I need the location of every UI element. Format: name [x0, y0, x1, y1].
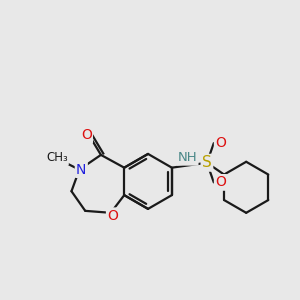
Text: O: O [81, 128, 92, 142]
Text: CH₃: CH₃ [46, 152, 68, 164]
Text: O: O [107, 209, 118, 223]
Text: NH: NH [178, 152, 197, 164]
Text: O: O [215, 136, 226, 150]
Text: N: N [76, 163, 86, 177]
Text: S: S [202, 155, 212, 170]
Text: O: O [215, 176, 226, 189]
